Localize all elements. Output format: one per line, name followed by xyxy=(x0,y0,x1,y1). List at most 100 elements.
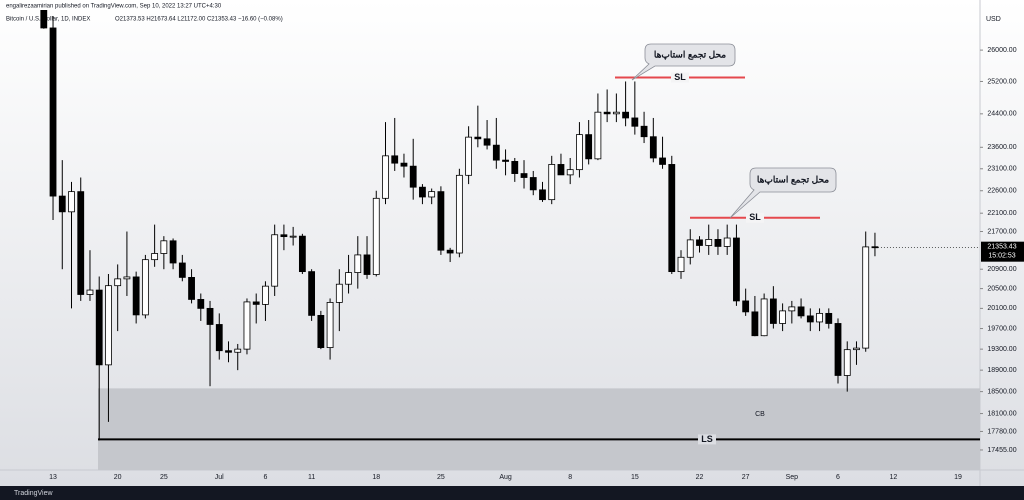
y-tick-label: 21700.00 xyxy=(987,228,1016,235)
candle-body xyxy=(862,246,870,349)
y-tick-label: 18100.00 xyxy=(987,410,1016,417)
x-tick-label: 12 xyxy=(890,474,898,481)
y-tick-label: 18900.00 xyxy=(987,367,1016,374)
candle-body xyxy=(326,302,334,348)
y-tick-label: 25200.00 xyxy=(987,78,1016,85)
x-tick-label: 18 xyxy=(372,474,380,481)
y-tick-label: 23600.00 xyxy=(987,144,1016,151)
candle-body xyxy=(603,111,611,115)
candle-body xyxy=(566,169,574,176)
candle-body xyxy=(483,138,491,146)
y-tick-label: 22600.00 xyxy=(987,188,1016,195)
candle-body xyxy=(742,300,750,313)
candle-body xyxy=(659,157,666,165)
currency: USD xyxy=(986,16,1001,23)
candle-body xyxy=(705,239,713,246)
candle-body xyxy=(686,239,694,258)
candle-body xyxy=(151,253,159,261)
candle-body xyxy=(234,348,242,353)
candle-body xyxy=(511,161,519,174)
callout xyxy=(631,43,736,81)
candle-body xyxy=(243,301,251,350)
candle-body xyxy=(262,285,269,305)
y-tick-label: 20500.00 xyxy=(987,285,1016,292)
candle-body xyxy=(428,191,436,198)
candle-body xyxy=(160,240,168,254)
candle-body xyxy=(317,314,325,348)
candle-body xyxy=(825,312,833,324)
candle-body xyxy=(298,235,306,273)
publisher: engalirezaamirian published on TradingVi… xyxy=(6,4,222,10)
y-tick-label: 18500.00 xyxy=(987,388,1016,395)
footer-bar xyxy=(0,486,1024,500)
level-label: SL xyxy=(674,72,686,82)
candle-body xyxy=(289,235,297,238)
candle-body xyxy=(631,117,639,127)
candle-body xyxy=(372,197,380,275)
candle-body xyxy=(141,259,149,316)
candle-body xyxy=(437,191,445,251)
candle-body xyxy=(465,136,473,176)
candle-body xyxy=(576,134,583,171)
candle-body xyxy=(409,165,417,188)
candle-body xyxy=(363,254,371,275)
candle-body xyxy=(77,191,85,295)
zone xyxy=(98,388,980,470)
y-tick-label: 22100.00 xyxy=(987,210,1016,217)
candle-body xyxy=(58,195,66,213)
x-tick-label: Aug xyxy=(499,474,512,481)
y-tick-label: 17780.00 xyxy=(987,428,1016,435)
x-tick-label: 25 xyxy=(160,474,168,481)
candle-body xyxy=(455,174,463,254)
candle-body xyxy=(714,239,722,247)
candle-body xyxy=(594,111,602,160)
x-tick-label: 27 xyxy=(742,474,750,481)
candle-body xyxy=(280,234,288,238)
candle-body xyxy=(391,155,399,164)
candle-body xyxy=(779,310,786,324)
x-tick-label: 25 xyxy=(437,474,445,481)
y-tick-label: 19300.00 xyxy=(987,346,1016,353)
price-label: 21353.43 xyxy=(987,244,1016,251)
footer: TradingView xyxy=(14,490,53,497)
y-tick-label: 24400.00 xyxy=(987,111,1016,118)
candle-body xyxy=(649,136,657,159)
candle-body xyxy=(474,136,482,140)
candle-body xyxy=(760,298,768,337)
candle-body xyxy=(492,144,500,161)
candle-body xyxy=(40,10,48,29)
x-tick-label: 6 xyxy=(836,474,840,481)
candle-body xyxy=(769,298,777,324)
candle-body xyxy=(751,311,759,337)
y-tick-label: 19700.00 xyxy=(987,325,1016,332)
candle-body xyxy=(400,162,408,167)
x-tick-label: 13 xyxy=(49,474,57,481)
candle-body xyxy=(788,306,796,312)
candle-body xyxy=(308,271,316,316)
x-tick-label: 11 xyxy=(308,474,315,481)
candle-body xyxy=(557,164,565,176)
ohlc-text: O21373.53 H21673.64 L21172.00 C21353.43 … xyxy=(115,17,283,23)
candle-body xyxy=(677,256,685,273)
level-label-bg xyxy=(671,72,689,83)
x-tick-label: 22 xyxy=(696,474,704,481)
candle-body xyxy=(215,324,223,352)
candle-body xyxy=(446,249,454,254)
price-label-bg xyxy=(981,241,1024,262)
level-label: SL xyxy=(749,212,761,222)
candle-body xyxy=(696,239,703,246)
candle-body xyxy=(539,189,546,201)
candle-body xyxy=(68,191,75,213)
y-tick-label: 26000.00 xyxy=(987,47,1016,54)
level-label: LS xyxy=(701,434,713,444)
zone-label: CB xyxy=(755,411,765,418)
candle-body xyxy=(834,323,842,376)
x-tick-label: 15 xyxy=(631,474,639,481)
candle-body xyxy=(419,186,426,198)
level-label-bg xyxy=(698,434,716,445)
callout xyxy=(729,167,837,219)
candle-body xyxy=(382,155,389,199)
candle-body xyxy=(271,234,279,287)
y-tick-label: 23100.00 xyxy=(987,166,1016,173)
